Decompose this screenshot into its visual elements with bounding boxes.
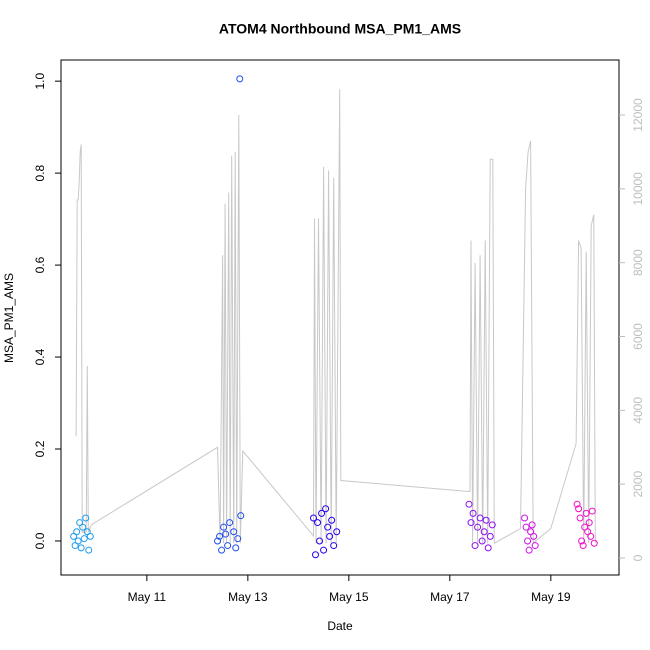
point xyxy=(467,519,475,527)
y-tick-label: 0.0 xyxy=(33,532,47,549)
point xyxy=(525,546,533,554)
point xyxy=(236,75,244,83)
point xyxy=(80,535,88,543)
point xyxy=(482,516,490,524)
point xyxy=(232,544,240,552)
point xyxy=(573,500,581,508)
point xyxy=(524,537,532,545)
x-tick-label: May 13 xyxy=(228,590,268,604)
point xyxy=(322,505,330,513)
y-tick-label: 0.4 xyxy=(33,348,47,365)
point xyxy=(220,523,228,531)
y2-tick-label: 4000 xyxy=(631,397,645,424)
point xyxy=(316,537,324,545)
point xyxy=(575,505,583,513)
point xyxy=(318,509,326,517)
point xyxy=(578,537,586,545)
x-tick-label: May 11 xyxy=(128,590,167,604)
point xyxy=(484,544,492,552)
point xyxy=(82,514,90,522)
point xyxy=(590,539,598,547)
y-tick-label: 0.6 xyxy=(33,256,47,273)
point xyxy=(312,551,320,559)
altitude-line xyxy=(75,89,596,545)
point xyxy=(309,514,317,522)
y-tick-label: 1.0 xyxy=(33,72,47,89)
point xyxy=(222,530,230,538)
y2-tick-label: 8000 xyxy=(631,249,645,276)
x-tick-label: May 17 xyxy=(430,590,470,604)
x-tick-label: May 15 xyxy=(329,590,369,604)
point xyxy=(471,542,479,550)
y-tick-label: 0.2 xyxy=(33,440,47,457)
point xyxy=(330,542,338,550)
point xyxy=(480,528,488,536)
point xyxy=(73,528,81,536)
point xyxy=(314,519,322,527)
x-tick-label: May 19 xyxy=(531,590,571,604)
point xyxy=(488,521,496,529)
point xyxy=(234,535,242,543)
x-axis-label: Date xyxy=(327,619,353,633)
point xyxy=(77,544,85,552)
y2-tick-label: 12000 xyxy=(631,98,645,132)
point xyxy=(218,546,226,554)
point xyxy=(326,532,334,540)
point xyxy=(320,546,328,554)
point xyxy=(530,532,538,540)
point xyxy=(469,509,477,517)
y2-tick-label: 0 xyxy=(631,554,645,561)
point xyxy=(79,523,87,531)
point xyxy=(333,528,341,536)
chart-title: ATOM4 Northbound MSA_PM1_AMS xyxy=(219,21,461,37)
point xyxy=(576,514,584,522)
point xyxy=(328,516,336,524)
point xyxy=(86,532,94,540)
y-tick-label: 0.8 xyxy=(33,164,47,181)
y2-tick-label: 6000 xyxy=(631,323,645,350)
plot-frame xyxy=(60,59,620,576)
point xyxy=(226,519,234,527)
point xyxy=(486,532,494,540)
point xyxy=(74,537,82,545)
point xyxy=(585,519,593,527)
point xyxy=(237,512,245,520)
point xyxy=(528,521,536,529)
point xyxy=(224,542,232,550)
y-axis-label: MSA_PM1_AMS xyxy=(2,273,16,363)
point xyxy=(579,542,587,550)
point xyxy=(85,546,93,554)
point xyxy=(474,523,482,531)
point xyxy=(324,523,332,531)
point xyxy=(216,532,224,540)
y2-tick-label: 2000 xyxy=(631,471,645,498)
point xyxy=(230,528,238,536)
point xyxy=(582,509,590,517)
point xyxy=(588,507,596,515)
point xyxy=(531,542,539,550)
point xyxy=(465,500,473,508)
point xyxy=(476,514,484,522)
point xyxy=(478,537,486,545)
point xyxy=(521,514,529,522)
point xyxy=(587,532,595,540)
point xyxy=(522,523,530,531)
y2-tick-label: 10000 xyxy=(631,172,645,206)
point xyxy=(214,537,222,545)
